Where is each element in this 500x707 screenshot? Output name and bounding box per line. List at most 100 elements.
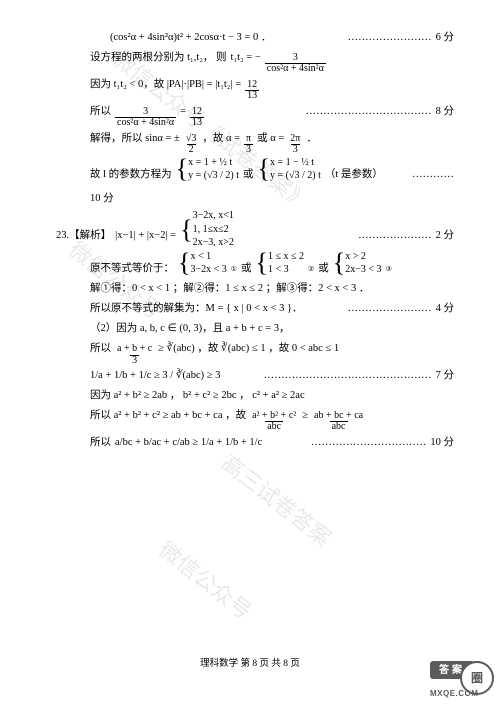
score: 8 分 [436,102,454,122]
cases: { x < 1 3−2x < 3 [178,250,227,277]
cases: { x > 2 2x−3 < 3 [333,250,382,277]
formula: |x−1| + |x−2| = [115,226,176,246]
score: 6 分 [436,28,454,48]
fraction: ab + bc + ca abc [312,411,365,433]
dot-leader: ………………… [358,226,432,246]
numerator: ab + bc + ca [312,411,365,422]
text: 因为 a² + b² ≥ 2ab ， b² + c² ≥ 2bc ， c² + … [90,386,305,406]
math-line: 所以 a/bc + b/ac + c/ab ≥ 1/a + 1/b + 1/c … [56,433,454,453]
case-row: 3−2x < 3 [190,263,226,277]
formula: t₁t₂ = − [231,48,261,68]
numerator: a + b + c [115,344,154,355]
dot-leader: …………………… [348,299,432,319]
cases: { 3−2x, x<1 1, 1≤x≤2 2x−3, x>2 [180,209,234,250]
numerator: 12 [245,80,259,91]
text: 或 [243,165,254,185]
score: 2 分 [436,226,454,246]
fraction: a² + b² + c² abc [250,411,298,433]
dot-leader: …………………………… [311,433,427,453]
fraction: a + b + c 3 [115,344,154,366]
numerator: 3 [291,53,300,64]
cases: { 1 ≤ x ≤ 2 1 < 3 [256,250,304,277]
text: 或 [318,259,329,279]
marker: ② [308,263,314,276]
fraction: 3 cos²α + 4sin²α [265,53,326,75]
math-line: 故 l 的参数方程为 { x = 1 + ½ t y = (√3 / 2) t … [56,156,454,209]
watermark: 微信公众号 [149,531,261,632]
cases: { x = 1 + ½ t y = (√3 / 2) t [176,156,239,183]
text: （2）因为 a, b, c ∈ (0, 3)，且 a + b + c = 3， [90,319,290,339]
text: 或 α = [257,129,284,149]
case-row: 2x−3, x>2 [193,236,234,250]
text: 所以 [90,102,111,122]
site-badge: 答案 圈 MXQE.COM [430,661,494,701]
math-line: 解①得：0 < x < 1 ；解②得：1 ≤ x ≤ 2 ；解③得：2 < x … [56,279,454,299]
case-row: 2x−3 < 3 [345,263,381,277]
denominator: 3 [244,144,253,156]
fraction: 12 13 [245,80,259,102]
text: 或 [241,259,252,279]
math-line: 23.【解析】 |x−1| + |x−2| = { 3−2x, x<1 1, 1… [56,209,454,250]
case-row: x = 1 − ½ t [270,156,321,170]
item-label: 23.【解析】 [56,226,111,246]
marker: ③ [386,263,392,276]
dot-leader: ……………………………… [306,102,432,122]
numerator: 2π [288,134,302,145]
numerator: a² + b² + c² [250,411,298,422]
cases: { x = 1 − ½ t y = (√3 / 2) t [258,156,321,183]
math-line: 因为 a² + b² ≥ 2ab ， b² + c² ≥ 2bc ， c² + … [56,386,454,406]
text: 因为 t₁t₂ < 0，故 |PA|·|PB| = |t₁t₂| = [90,75,241,95]
denominator: 13 [190,117,204,129]
math-line: 所以 3 cos²α + 4sin²α = 12 13 ………………………………… [56,102,454,129]
math-line: 因为 t₁t₂ < 0，故 |PA|·|PB| = |t₁t₂| = 12 13 [56,75,454,102]
score: 10 分 [430,433,454,453]
text: 所以原不等式的解集为：M = { x | 0 < x < 3 }． [90,299,303,319]
text: 所以 [90,339,111,359]
case-row: y = (√3 / 2) t [270,169,321,183]
math-line: 原不等式等价于： { x < 1 3−2x < 3 ① 或 { 1 ≤ x ≤ … [56,250,454,279]
formula: 1/a + 1/b + 1/c ≥ 3 / ∛(abc) ≥ 3 [90,366,220,386]
case-row: x = 1 + ½ t [188,156,239,170]
denominator: cos²α + 4sin²α [115,117,176,129]
text: 设方程的两根分别为 t₁,t₂， 则 [90,48,227,68]
fraction: 2π 3 [288,134,302,156]
text: ，故 α = [202,129,240,149]
denominator: abc [330,421,348,433]
text: ． [306,129,317,149]
denominator: cos²α + 4sin²α [265,63,326,75]
text: 解得，所以 sinα = ± [90,129,180,149]
score: 7 分 [436,366,454,386]
formula: a/bc + b/ac + c/ab ≥ 1/a + 1/b + 1/c [115,433,262,453]
math-line: 所以 a + b + c 3 ≥ ∛(abc) ，故 ∛(abc) ≤ 1 ，故… [56,339,454,366]
math-line: 解得，所以 sinα = ± √3 2 ，故 α = π 3 或 α = 2π … [56,129,454,156]
math-line: 设方程的两根分别为 t₁,t₂， 则 t₁t₂ = − 3 cos²α + 4s… [56,48,454,75]
score: 10 分 [90,189,114,209]
numerator: π [244,134,253,145]
equals: = [180,102,186,122]
math-line: 所以 a² + b² + c² ≥ ab + bc + ca ，故 a² + b… [56,406,454,433]
text: ≥ ∛(abc) ，故 ∛(abc) ≤ 1 ，故 0 < abc ≤ 1 [158,339,339,359]
fraction: 3 cos²α + 4sin²α [115,107,176,129]
case-row: 1, 1≤x≤2 [193,223,234,237]
denominator: 3 [291,144,300,156]
text: 故 l 的参数方程为 [90,165,172,185]
math-line: （2）因为 a, b, c ∈ (0, 3)，且 a + b + c = 3， [56,319,454,339]
dot-leader: ………………………………………… [264,366,432,386]
case-row: y = (√3 / 2) t [188,169,239,183]
text: 所以 [90,433,111,453]
text: 原不等式等价于： [90,259,174,279]
math-line: 1/a + 1/b + 1/c ≥ 3 / ∛(abc) ≥ 3 …………………… [56,366,454,386]
fraction: √3 2 [184,134,199,156]
page-footer: 理科数学 第 8 页 共 8 页 [0,655,500,673]
case-row: 1 < 3 [268,263,304,277]
text: 解①得：0 < x < 1 ；解②得：1 ≤ x ≤ 2 ；解③得：2 < x … [90,279,369,299]
numerator: 12 [190,107,204,118]
math-line: 所以原不等式的解集为：M = { x | 0 < x < 3 }． ………………… [56,299,454,319]
case-row: x > 2 [345,250,381,264]
case-row: x < 1 [190,250,226,264]
score: 4 分 [436,299,454,319]
fraction: 12 13 [190,107,204,129]
case-row: 1 ≤ x ≤ 2 [268,250,304,264]
case-row: 3−2x, x<1 [193,209,234,223]
numerator: 3 [141,107,150,118]
